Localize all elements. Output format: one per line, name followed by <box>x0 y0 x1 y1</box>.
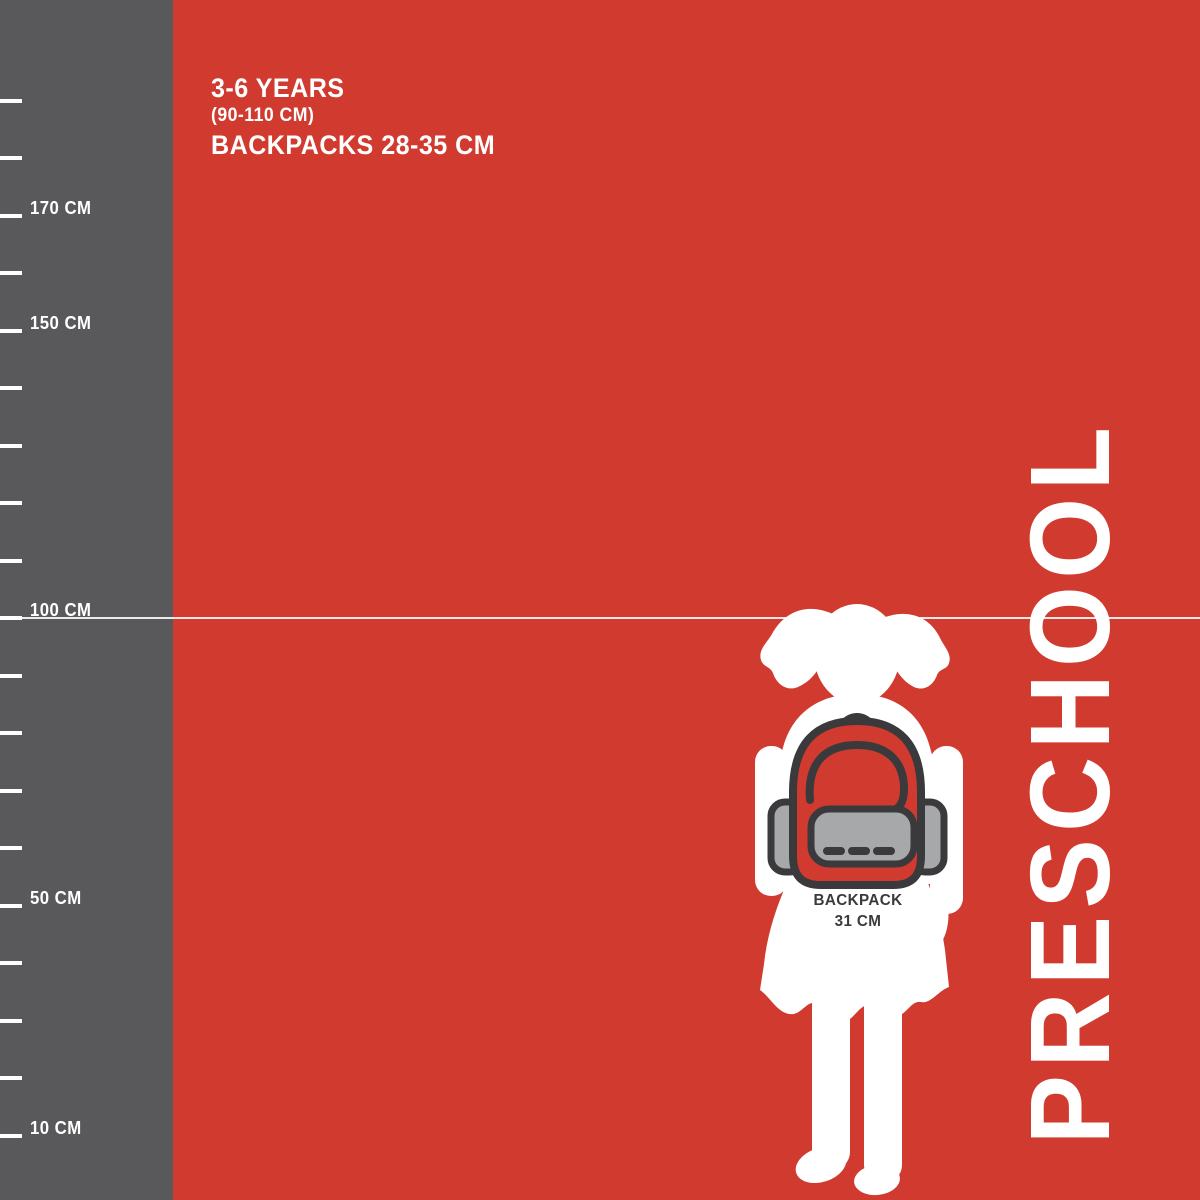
ruler-tick-20cm <box>0 1076 22 1080</box>
ruler-tick-60cm <box>0 846 22 850</box>
ruler-tick-150cm <box>0 328 22 333</box>
left-leg <box>812 985 850 1170</box>
ruler-tick-190cm <box>0 98 22 103</box>
ruler-tick-label-100cm: 100 CM <box>30 600 92 620</box>
backpack-size-label-value: 31 CM <box>834 913 882 930</box>
ruler-tick-label-10cm: 10 CM <box>30 1117 82 1138</box>
backpack-size-label: BACKPACK 31 CM <box>782 890 934 932</box>
ruler-tick-90cm <box>0 673 22 678</box>
ruler-tick-160cm <box>0 271 22 275</box>
height-range-label: (90-110 CM) <box>211 105 315 126</box>
left-foot <box>795 1146 847 1184</box>
ruler-tick-40cm <box>0 961 22 965</box>
ruler-tick-50cm <box>0 903 22 908</box>
ruler-tick-label-170cm: 170 CM <box>30 197 92 218</box>
height-reference-line-100cm <box>0 617 1200 619</box>
ruler-tick-130cm <box>0 443 22 448</box>
ruler-tick-label-50cm: 50 CM <box>30 887 82 908</box>
ruler-tick-label-150cm: 150 CM <box>30 312 92 333</box>
ruler-tick-80cm <box>0 731 22 735</box>
category-title: PRESCHOOL <box>1007 419 1133 1145</box>
backpack-icon <box>767 713 948 889</box>
ruler-tick-140cm <box>0 386 22 390</box>
ruler-tick-170cm <box>0 213 22 218</box>
ruler-tick-30cm <box>0 1018 22 1023</box>
ruler-tick-10cm <box>0 1133 22 1138</box>
right-foot <box>854 1164 900 1196</box>
ruler-tick-70cm <box>0 788 22 793</box>
right-pigtail <box>883 613 950 689</box>
ruler-tick-110cm <box>0 558 22 563</box>
right-leg <box>864 985 902 1183</box>
age-range-label: 3-6 YEARS <box>211 73 345 103</box>
backpack-size-range-label: BACKPACKS 28-35 CM <box>211 130 496 160</box>
ruler-tick-100cm <box>0 616 22 620</box>
left-pigtail <box>760 608 833 689</box>
backpack-front-pocket <box>807 805 918 868</box>
head <box>814 604 900 704</box>
skirt <box>760 852 949 1022</box>
ruler-tick-180cm <box>0 156 22 160</box>
ruler-column <box>0 0 173 1200</box>
child-with-backpack-illustration <box>755 604 963 1196</box>
backpack-zipper <box>805 740 909 813</box>
backpack-size-label-word: BACKPACK <box>813 892 903 909</box>
ruler-tick-120cm <box>0 501 22 505</box>
